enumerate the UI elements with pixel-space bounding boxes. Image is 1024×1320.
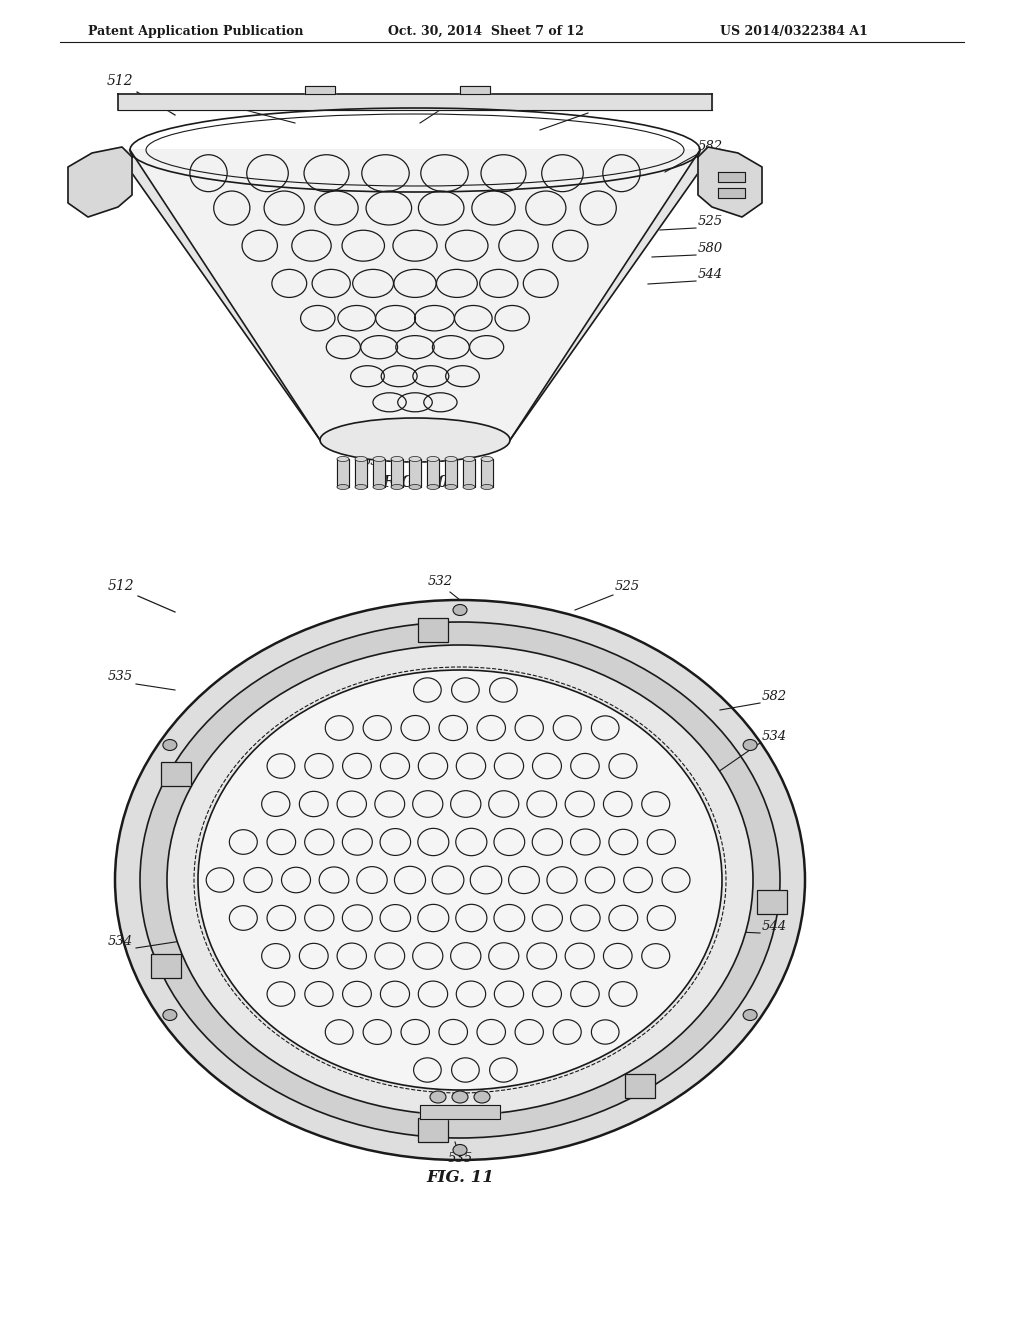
Polygon shape [305, 86, 335, 94]
Polygon shape [698, 147, 762, 216]
Text: 535: 535 [108, 671, 133, 682]
Ellipse shape [452, 1092, 468, 1104]
Ellipse shape [167, 645, 753, 1115]
Polygon shape [427, 459, 439, 487]
Polygon shape [481, 459, 493, 487]
Text: 512: 512 [108, 579, 134, 593]
Text: 544: 544 [762, 920, 787, 933]
Ellipse shape [453, 1144, 467, 1155]
Text: 532: 532 [427, 576, 453, 587]
Text: 582: 582 [762, 690, 787, 704]
Polygon shape [355, 459, 367, 487]
Ellipse shape [409, 484, 421, 490]
Ellipse shape [743, 1010, 757, 1020]
Ellipse shape [355, 457, 367, 462]
Polygon shape [337, 459, 349, 487]
Text: Oct. 30, 2014  Sheet 7 of 12: Oct. 30, 2014 Sheet 7 of 12 [388, 25, 584, 38]
FancyBboxPatch shape [151, 954, 181, 978]
Polygon shape [445, 459, 457, 487]
Ellipse shape [140, 622, 780, 1138]
Polygon shape [391, 459, 403, 487]
Ellipse shape [319, 418, 510, 462]
Text: 532: 532 [362, 455, 387, 469]
Text: 512: 512 [106, 74, 133, 88]
FancyBboxPatch shape [757, 890, 786, 913]
Ellipse shape [163, 1010, 177, 1020]
FancyBboxPatch shape [625, 1073, 654, 1098]
Ellipse shape [481, 484, 493, 490]
Text: 545: 545 [590, 100, 615, 114]
Text: 534: 534 [762, 730, 787, 743]
Ellipse shape [463, 457, 475, 462]
Ellipse shape [445, 484, 457, 490]
Ellipse shape [445, 457, 457, 462]
Ellipse shape [391, 457, 403, 462]
Text: FIG. 11: FIG. 11 [426, 1170, 494, 1185]
Polygon shape [463, 459, 475, 487]
Polygon shape [420, 1105, 500, 1119]
Ellipse shape [453, 605, 467, 615]
Text: 534: 534 [108, 935, 133, 948]
Ellipse shape [355, 484, 367, 490]
Text: 514: 514 [232, 95, 258, 108]
FancyBboxPatch shape [418, 618, 447, 642]
Text: Patent Application Publication: Patent Application Publication [88, 25, 303, 38]
Polygon shape [116, 150, 715, 440]
Text: FIG. 10: FIG. 10 [381, 474, 449, 491]
Ellipse shape [427, 457, 439, 462]
Text: 525: 525 [615, 579, 640, 593]
Ellipse shape [743, 739, 757, 751]
Ellipse shape [391, 484, 403, 490]
Ellipse shape [115, 601, 805, 1160]
Ellipse shape [373, 484, 385, 490]
Ellipse shape [430, 1092, 446, 1104]
Polygon shape [118, 94, 712, 110]
Text: 514: 514 [427, 95, 453, 108]
Polygon shape [718, 172, 745, 182]
FancyBboxPatch shape [162, 762, 191, 785]
Ellipse shape [163, 739, 177, 751]
Ellipse shape [337, 484, 349, 490]
Text: 582: 582 [698, 140, 723, 153]
Polygon shape [718, 187, 745, 198]
Ellipse shape [337, 457, 349, 462]
Text: US 2014/0322384 A1: US 2014/0322384 A1 [720, 25, 868, 38]
Ellipse shape [481, 457, 493, 462]
Text: 525: 525 [698, 215, 723, 228]
Text: 580: 580 [698, 242, 723, 255]
Polygon shape [68, 147, 132, 216]
Polygon shape [130, 150, 700, 440]
Ellipse shape [409, 457, 421, 462]
Ellipse shape [198, 671, 722, 1090]
Ellipse shape [427, 484, 439, 490]
Ellipse shape [373, 457, 385, 462]
Text: 544: 544 [698, 268, 723, 281]
Text: 535: 535 [447, 1152, 472, 1166]
Polygon shape [460, 86, 490, 94]
Ellipse shape [474, 1092, 490, 1104]
Ellipse shape [463, 484, 475, 490]
Polygon shape [409, 459, 421, 487]
Polygon shape [373, 459, 385, 487]
FancyBboxPatch shape [418, 1118, 447, 1142]
